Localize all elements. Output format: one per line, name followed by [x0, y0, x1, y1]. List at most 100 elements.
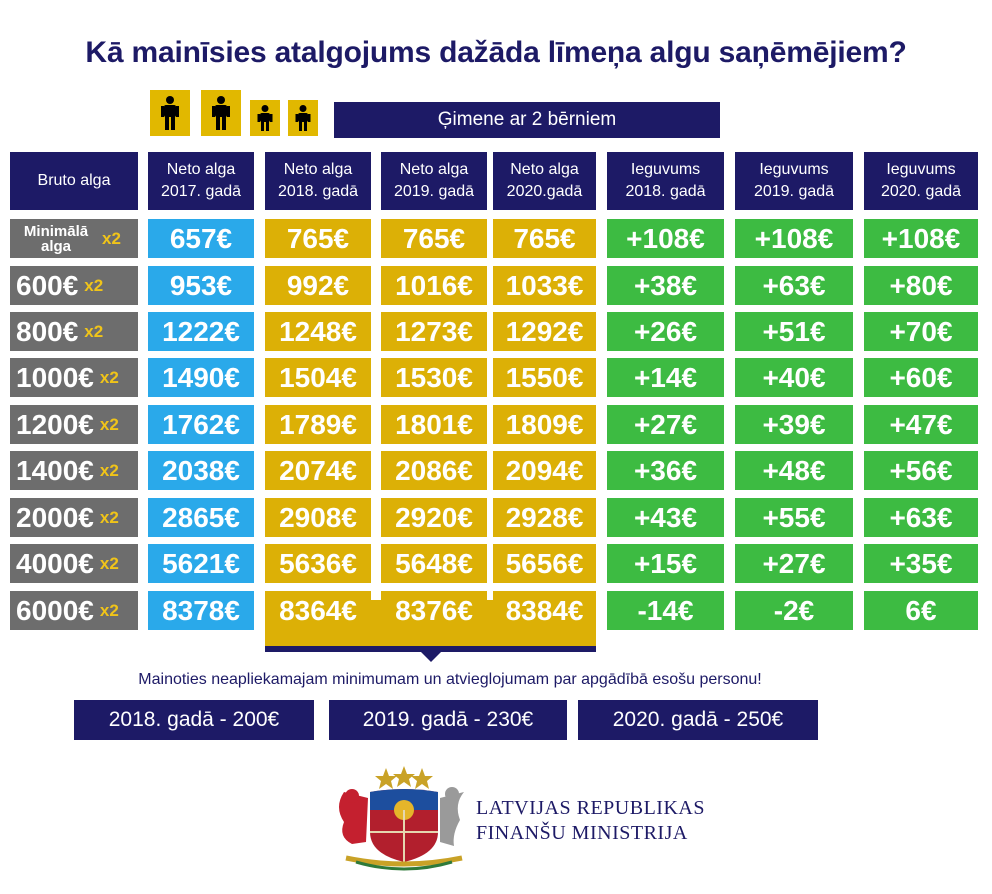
ieguvums-2020-cell: +60€	[864, 358, 978, 397]
ieguvums-2019-cell: +39€	[735, 405, 853, 444]
header-neto-2018: Neto alga 2018. gadā	[265, 152, 371, 210]
neto-2020-cell: 1033€	[493, 266, 596, 305]
ministry-line-1: LATVIJAS REPUBLIKAS	[476, 797, 705, 819]
multiplier-label: x2	[99, 507, 119, 527]
family-label: Ģimene ar 2 bērniem	[334, 102, 720, 138]
ieguvums-2020-cell: +63€	[864, 498, 978, 537]
header-line: 2018. gadā	[277, 183, 359, 200]
note-text: Mainoties neapliekamajam minimumam un at…	[138, 671, 762, 688]
bruto-value: 1200€	[16, 408, 94, 440]
neto-2018-cell: 1789€	[265, 405, 371, 444]
multiplier-label: x2	[102, 228, 121, 248]
ieguvums-2018-cell: +27€	[607, 405, 724, 444]
neto-2018-cell: 992€	[265, 266, 371, 305]
ieguvums-2019-cell: +108€	[735, 219, 853, 258]
year-box-2019: 2019. gadā - 230€	[329, 700, 567, 740]
neto-2020-cell: 1809€	[493, 405, 596, 444]
header-line: 2018. gadā	[625, 183, 706, 200]
header-ieguvums-2018: Ieguvums 2018. gadā	[607, 152, 724, 210]
page-title: Kā mainīsies atalgojums dažāda līmeņa al…	[85, 36, 907, 69]
neto-2020-cell: 8384€	[493, 591, 596, 630]
ieguvums-2018-cell: +15€	[607, 544, 724, 583]
neto-2017-cell: 8378€	[148, 591, 254, 630]
neto-2017-cell: 953€	[148, 266, 254, 305]
header-bruto-label: Bruto alga	[37, 172, 111, 189]
multiplier-label: x2	[99, 367, 119, 387]
ministry-name: LATVIJAS REPUBLIKAS FINANŠU MINISTRIJA	[476, 796, 705, 846]
neto-2017-cell: 1762€	[148, 405, 254, 444]
neto-2017-cell: 2038€	[148, 451, 254, 490]
header-line: Ieguvums	[886, 161, 956, 178]
bruto-cell: 4000€ x2	[10, 544, 138, 583]
adult-icon	[150, 90, 190, 136]
child-icon	[250, 100, 280, 136]
ieguvums-2020-cell: +35€	[864, 544, 978, 583]
header-line: Neto alga	[166, 161, 236, 178]
header-line: 2020. gadā	[880, 183, 962, 200]
bruto-value: Minimālā alga	[23, 222, 89, 255]
ieguvums-2018-cell: +108€	[607, 219, 724, 258]
neto-2020-cell: 5656€	[493, 544, 596, 583]
ieguvums-2020-cell: +80€	[864, 266, 978, 305]
ministry-line-2: FINANŠU MINISTRIJA	[476, 822, 688, 844]
bruto-value: 1400€	[16, 454, 94, 486]
header-line: Ieguvums	[759, 161, 829, 178]
neto-2019-cell: 2920€	[381, 498, 487, 537]
bruto-value: 6000€	[16, 594, 94, 626]
multiplier-label: x2	[99, 460, 119, 480]
ieguvums-2019-cell: +48€	[735, 451, 853, 490]
bruto-value: 2000€	[16, 501, 94, 533]
header-line: Neto alga	[399, 161, 469, 178]
ieguvums-2020-cell: +47€	[864, 405, 978, 444]
neto-2019-cell: 1530€	[381, 358, 487, 397]
coat-of-arms-logo	[339, 766, 464, 871]
neto-2018-cell: 2908€	[265, 498, 371, 537]
bruto-value: 4000€	[16, 547, 94, 579]
ieguvums-2019-cell: +63€	[735, 266, 853, 305]
neto-2020-cell: 2094€	[493, 451, 596, 490]
header-line: 2017. gadā	[160, 183, 242, 200]
ieguvums-2019-cell: +51€	[735, 312, 853, 351]
multiplier-label: x2	[84, 275, 104, 295]
header-ieguvums-2019: Ieguvums 2019. gadā	[735, 152, 853, 210]
ieguvums-2018-cell: +38€	[607, 266, 724, 305]
neto-2019-cell: 1273€	[381, 312, 487, 351]
neto-2018-cell: 8364€	[265, 591, 371, 630]
neto-2019-cell: 1801€	[381, 405, 487, 444]
bruto-value: 600€	[16, 269, 79, 301]
neto-2018-cell: 5636€	[265, 544, 371, 583]
ieguvums-2020-cell: +56€	[864, 451, 978, 490]
bruto-cell: 2000€ x2	[10, 498, 138, 537]
ieguvums-2020-cell: +108€	[864, 219, 978, 258]
multiplier-label: x2	[84, 321, 104, 341]
neto-2018-cell: 765€	[265, 219, 371, 258]
bruto-value: 800€	[16, 315, 79, 347]
neto-2017-cell: 1490€	[148, 358, 254, 397]
header-line: Ieguvums	[630, 161, 701, 178]
year-box-2018: 2018. gadā - 200€	[74, 700, 314, 740]
child-icon	[288, 100, 318, 136]
bruto-cell: 1000€ x2	[10, 358, 138, 397]
bruto-cell: 1200€ x2	[10, 405, 138, 444]
header-ieguvums-2020: Ieguvums 2020. gadā	[864, 152, 978, 210]
header-line: Neto alga	[283, 161, 353, 178]
pointer-arrow-icon	[417, 648, 445, 662]
ieguvums-2019-cell: +40€	[735, 358, 853, 397]
multiplier-label: x2	[99, 414, 119, 434]
neto-2020-cell: 2928€	[493, 498, 596, 537]
ieguvums-2020-cell: +70€	[864, 312, 978, 351]
ieguvums-2019-cell: +27€	[735, 544, 853, 583]
header-line: 2020.gadā	[506, 183, 583, 200]
ieguvums-2018-cell: +26€	[607, 312, 724, 351]
adult-icon	[201, 90, 241, 136]
header-line: 2019. gadā	[753, 183, 835, 200]
neto-2019-cell: 765€	[381, 219, 487, 258]
header-neto-2020: Neto alga 2020.gadā	[493, 152, 596, 210]
ieguvums-2018-cell: +43€	[607, 498, 724, 537]
year-box-2020: 2020. gadā - 250€	[578, 700, 818, 740]
neto-2019-cell: 2086€	[381, 451, 487, 490]
neto-2018-cell: 1504€	[265, 358, 371, 397]
bruto-cell: 6000€ x2	[10, 591, 138, 630]
neto-2020-cell: 1292€	[493, 312, 596, 351]
neto-2017-cell: 2865€	[148, 498, 254, 537]
